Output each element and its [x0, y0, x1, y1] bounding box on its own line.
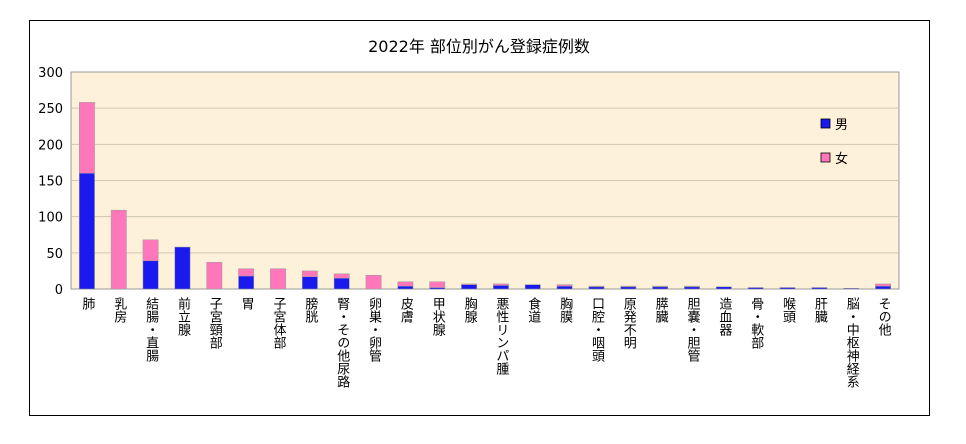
bar-female-7	[301, 270, 318, 277]
y-tick-label: 200	[38, 138, 63, 153]
bar-female-2	[142, 239, 159, 262]
bar-female-16	[588, 285, 605, 288]
bar-male-22	[779, 287, 796, 290]
bar-female-12	[461, 283, 477, 285]
y-tick-label: 0	[55, 283, 63, 298]
bar-female-9	[365, 275, 382, 290]
bar-female-6	[270, 268, 286, 290]
bar-female-10	[397, 281, 414, 287]
x-tick-label: 甲状腺	[430, 297, 446, 336]
legend: 男女	[820, 118, 848, 167]
chart-title: 2022年 部位別がん登録症例数	[368, 37, 590, 56]
x-tick-label: 喉頭	[780, 297, 796, 323]
bar-female-13	[493, 283, 509, 286]
bar-male-21	[747, 287, 764, 290]
bar-male-8	[333, 277, 350, 290]
y-tick-label: 50	[46, 247, 63, 262]
bar-female-1	[110, 209, 127, 290]
legend-swatch-female	[820, 152, 831, 163]
bar-male-5	[238, 275, 255, 290]
x-tick-label: 胸膜	[557, 297, 573, 323]
bar-male-19	[684, 286, 700, 290]
bar-male-2	[142, 260, 159, 290]
bar-male-18	[652, 286, 669, 290]
bar-female-4	[206, 261, 223, 290]
bar-male-3	[174, 246, 191, 290]
y-tick-label: 100	[38, 211, 63, 226]
x-tick-label: 膀胱	[302, 296, 318, 324]
bar-female-11	[429, 281, 446, 288]
x-tick-label: 肝臓	[812, 297, 828, 323]
bar-female-5	[238, 268, 255, 277]
y-tick-label: 150	[38, 175, 63, 190]
x-tick-label: 前立腺	[175, 296, 191, 336]
x-tick-label: 原発不明	[621, 297, 637, 350]
bar-female-8	[333, 273, 350, 279]
chart-frame: 2022年 部位別がん登録症例数 0 50 100 150 200 250 300 肺 乳房結…	[29, 20, 930, 416]
x-tick-label: 造血器	[716, 297, 732, 337]
x-tick-label: 子宮体部	[271, 297, 287, 349]
bar-male-17	[620, 286, 637, 290]
y-tick-label: 250	[38, 102, 63, 117]
y-tick-label: 300	[38, 66, 63, 81]
bar-female-25	[875, 283, 891, 287]
bar-male-16	[588, 286, 605, 290]
bar-male-23	[811, 287, 828, 290]
x-tick-label: 脳・中枢神経系	[844, 297, 860, 388]
bar-male-0	[79, 173, 95, 290]
bar-female-0	[79, 102, 95, 174]
bar-male-25	[875, 285, 891, 290]
bar-male-12	[461, 284, 477, 290]
bar-male-13	[493, 285, 509, 290]
legend-label-female: 女	[835, 151, 848, 167]
y-axis: 0 50 100 150 200 250 300	[38, 66, 63, 298]
x-axis: 肺乳房 結腸・直腸 前立腺 子宮頸部胃子宮体部 膀胱 腎・その他尿路 卵巣・卵管 皮膚 甲状腺胸…	[79, 296, 891, 388]
bar-male-24	[843, 288, 860, 290]
x-tick-label: 口腔・咽頭	[589, 297, 605, 362]
bar-male-7	[301, 276, 318, 290]
bar-male-14	[524, 284, 541, 290]
bar-female-18	[652, 285, 669, 288]
x-tick-label: 乳房	[111, 297, 127, 323]
x-tick-label: 胆嚢・胆管	[685, 297, 701, 363]
x-tick-label: 胃	[239, 297, 254, 310]
x-tick-label: 胸腺	[462, 297, 478, 323]
x-tick-label: その他	[876, 297, 892, 337]
bar-male-10	[397, 285, 414, 290]
x-tick-label: 膵臓	[653, 297, 669, 323]
x-tick-label: 卵巣・卵管	[366, 297, 382, 363]
bar-male-20	[715, 286, 732, 290]
x-tick-label: 食道	[525, 296, 541, 323]
bar-female-19	[684, 285, 700, 288]
chart-svg: 2022年 部位別がん登録症例数 0 50 100 150 200 250 300 肺 乳房結…	[38, 37, 900, 388]
x-tick-label: 腎・その他尿路	[334, 297, 350, 388]
x-tick-label: 子宮頸部	[207, 297, 223, 349]
gridlines	[71, 107, 899, 254]
x-tick-label: 皮膚	[398, 297, 414, 323]
bar-male-15	[556, 285, 573, 290]
legend-label-male: 男	[835, 118, 848, 133]
bars	[79, 102, 891, 290]
x-tick-label: 結腸・直腸	[143, 297, 159, 362]
x-tick-label: 肺	[79, 297, 95, 310]
bar-female-17	[620, 285, 637, 288]
x-tick-label: 悪性リンパ腫	[493, 297, 509, 376]
x-tick-label: 骨・軟部	[748, 297, 764, 349]
legend-swatch-male	[820, 118, 831, 129]
bar-female-15	[556, 284, 573, 287]
